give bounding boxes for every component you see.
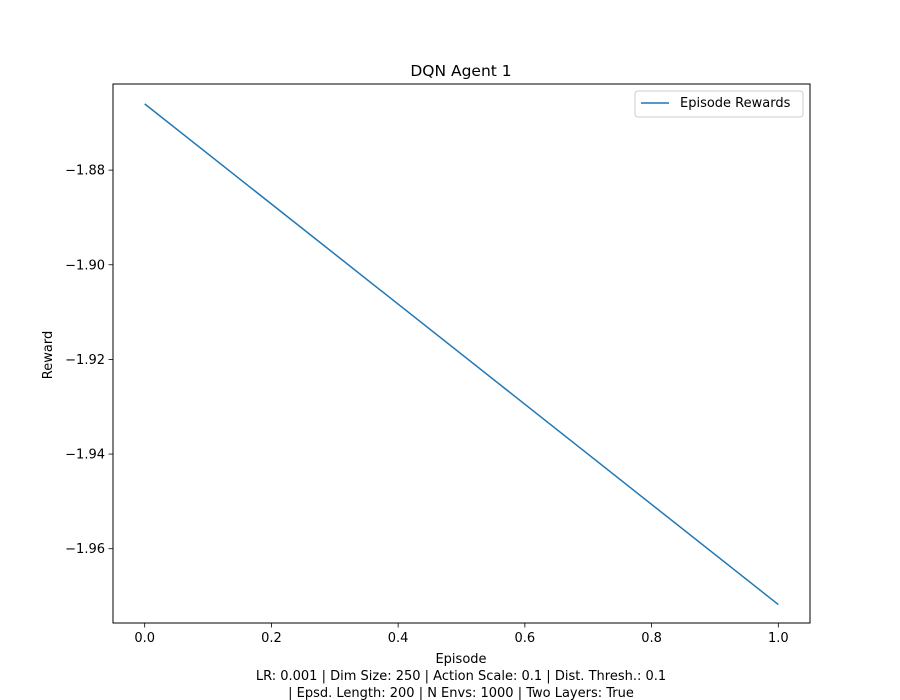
x-tick-label: 0.8 [641, 631, 662, 646]
y-tick-label: −1.92 [65, 353, 105, 368]
y-tick-label: −1.90 [65, 258, 105, 273]
y-tick-label: −1.94 [65, 448, 105, 463]
x-tick-label: 0.4 [388, 631, 409, 646]
x-axis-label: Episode [435, 652, 486, 667]
series-group [144, 103, 779, 606]
y-axis-label: Reward [41, 331, 56, 379]
x-axis: 0.0 0.2 0.4 0.6 0.8 1.0 [134, 623, 789, 646]
x-tick-label: 0.6 [515, 631, 536, 646]
y-axis: −1.88 −1.90 −1.92 −1.94 −1.96 [65, 164, 113, 557]
series-line-0 [144, 103, 779, 606]
y-tick-label: −1.96 [65, 542, 105, 557]
caption-line: LR: 0.001 | Dim Size: 250 | Action Scale… [256, 669, 666, 684]
caption-line: | Epsd. Length: 200 | N Envs: 1000 | Two… [288, 686, 634, 700]
x-tick-label: 1.0 [768, 631, 789, 646]
legend-box [634, 90, 804, 118]
legend-label: Episode Rewards [680, 96, 791, 111]
y-tick-label: −1.88 [65, 164, 105, 179]
chart-title: DQN Agent 1 [410, 62, 511, 80]
x-tick-label: 0.2 [261, 631, 282, 646]
x-tick-label: 0.0 [134, 631, 155, 646]
legend: Episode Rewards [634, 90, 804, 118]
